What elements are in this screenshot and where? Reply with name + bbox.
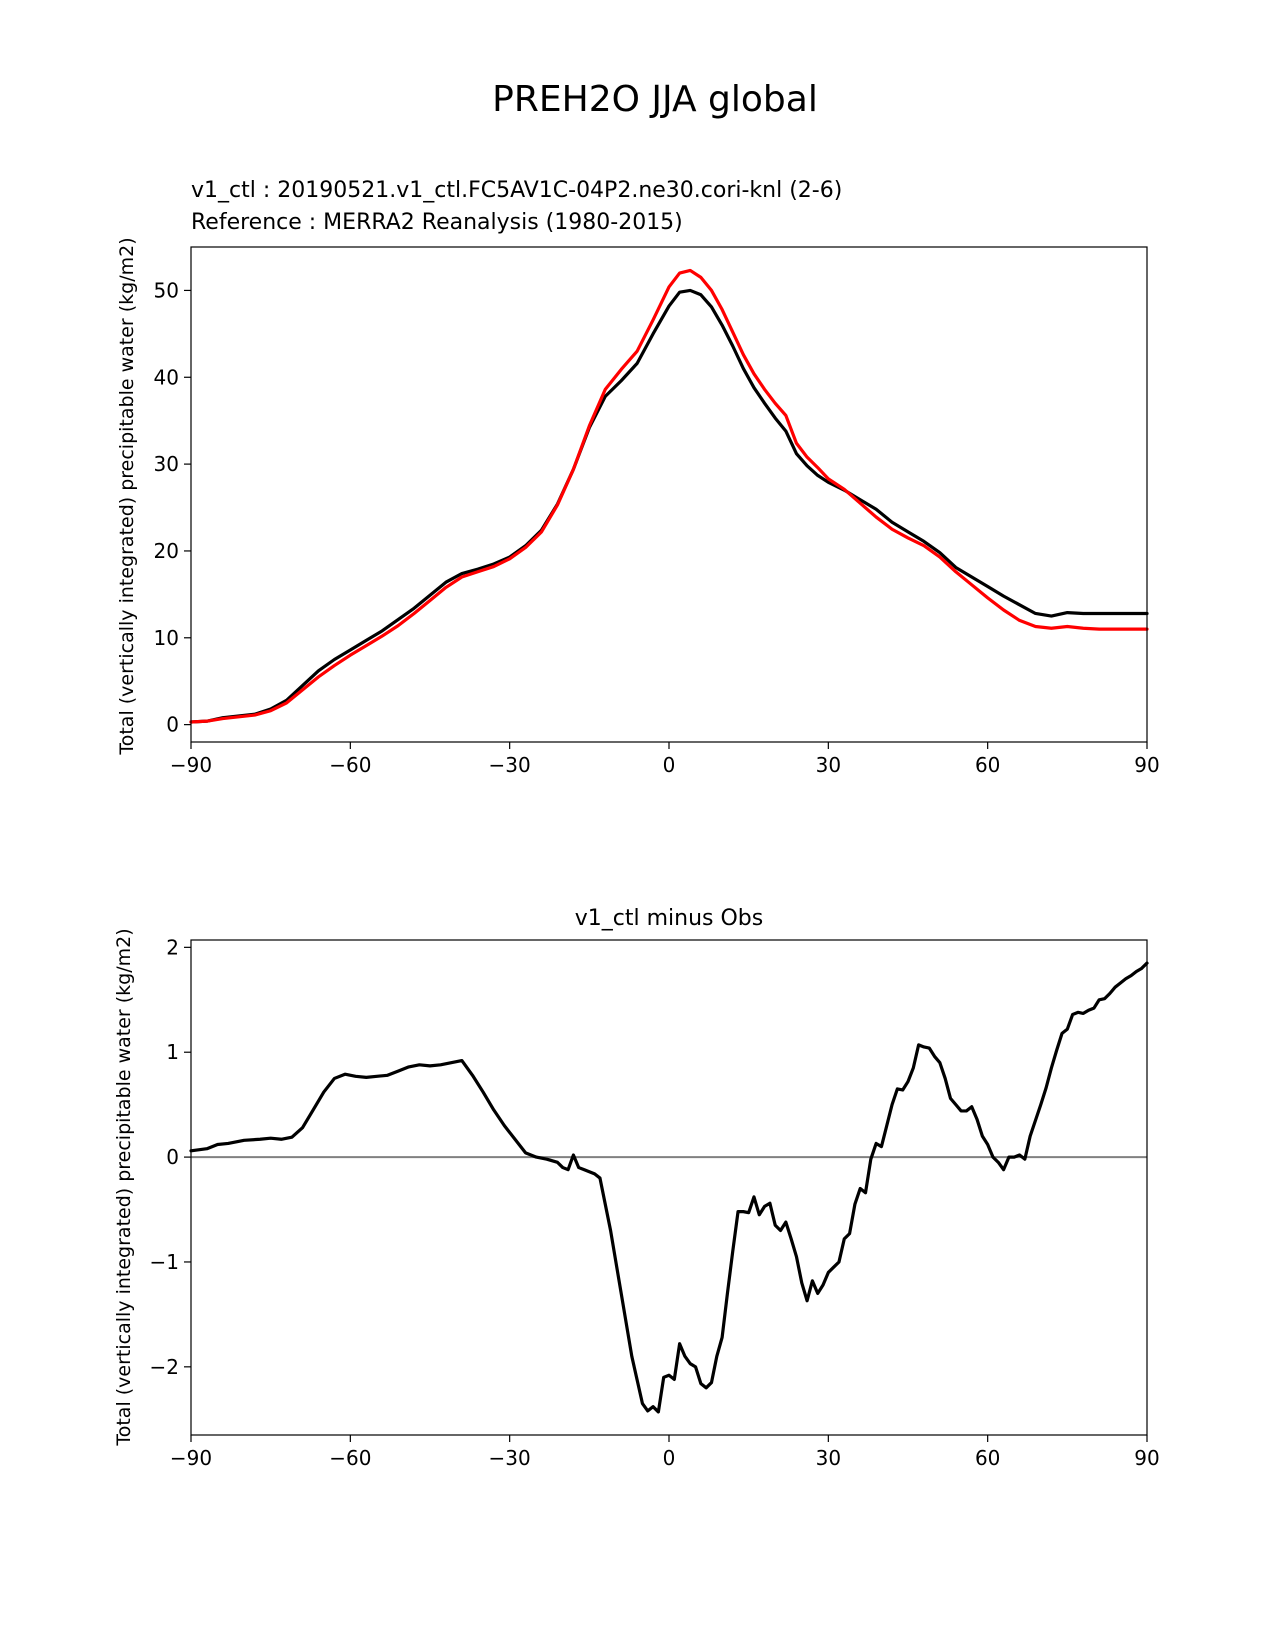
top-series-group <box>189 268 1149 724</box>
bottom-y-tick-label: 0 <box>166 1145 179 1169</box>
top-x-tick-label: 0 <box>663 753 676 777</box>
figure-title: PREH2O JJA global <box>492 79 818 120</box>
bottom-series-line-v1-ctl-minus-obs <box>189 961 1149 1414</box>
top-x-tick-label: 90 <box>1134 753 1159 777</box>
bottom-y-axis-label: Total (vertically integrated) precipitab… <box>113 928 135 1446</box>
bottom-panel: v1_ctl minus Obs Total (vertically integ… <box>113 906 1160 1470</box>
top-x-tick-label: 60 <box>975 753 1000 777</box>
bottom-x-tick-label: −30 <box>489 1446 531 1470</box>
top-x-tick-label: 30 <box>816 753 841 777</box>
top-plot-frame <box>190 246 1148 743</box>
bottom-x-tick-label: 90 <box>1134 1446 1159 1470</box>
reference-subtitle: Reference : MERRA2 Reanalysis (1980-2015… <box>191 210 683 235</box>
bottom-axis-ticks: −90 −60 −30 0 30 60 90 −2 −1 0 1 2 <box>150 935 1160 1470</box>
test-subtitle: v1_ctl : 20190521.v1_ctl.FC5AV1C-04P2.ne… <box>191 178 842 203</box>
top-y-tick-label: 20 <box>154 539 179 563</box>
bottom-plot-frame <box>190 939 1148 1436</box>
top-x-tick-label: −90 <box>170 753 212 777</box>
top-x-tick-label: −60 <box>329 753 371 777</box>
bottom-x-tick-label: 60 <box>975 1446 1000 1470</box>
bottom-x-tick-label: −90 <box>170 1446 212 1470</box>
diff-subtitle: v1_ctl minus Obs <box>575 906 763 931</box>
bottom-y-tick-label: −2 <box>150 1355 179 1379</box>
bottom-y-tick-label: −1 <box>150 1250 179 1274</box>
bottom-x-tick-label: 30 <box>816 1446 841 1470</box>
bottom-y-tick-label: 1 <box>166 1040 179 1064</box>
bottom-x-tick-label: −60 <box>329 1446 371 1470</box>
bottom-series-group <box>189 961 1149 1414</box>
top-y-tick-label: 0 <box>166 713 179 737</box>
top-x-tick-label: −30 <box>489 753 531 777</box>
top-panel: v1_ctl : 20190521.v1_ctl.FC5AV1C-04P2.ne… <box>116 178 1160 777</box>
top-y-tick-label: 30 <box>154 452 179 476</box>
bottom-y-tick-label: 2 <box>166 935 179 959</box>
bottom-x-tick-label: 0 <box>663 1446 676 1470</box>
top-series-line-v1-ctl <box>189 288 1149 724</box>
top-y-tick-label: 10 <box>154 626 179 650</box>
top-y-tick-label: 40 <box>154 365 179 389</box>
top-y-axis-label: Total (vertically integrated) precipitab… <box>116 237 138 755</box>
top-axis-ticks: −90 −60 −30 0 30 60 90 0 10 20 30 40 50 <box>154 278 1160 777</box>
top-y-tick-label: 50 <box>154 278 179 302</box>
top-series-line-merra2 <box>189 268 1149 724</box>
